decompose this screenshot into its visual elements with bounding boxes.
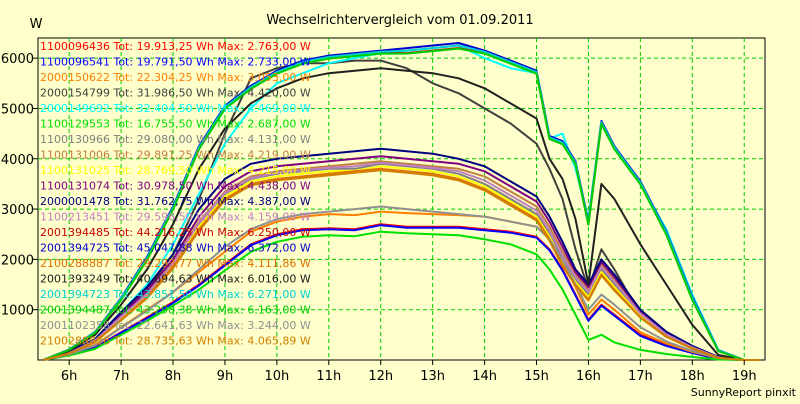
x-tick-label: 16h bbox=[576, 369, 601, 384]
legend-entry: 2000149692 Tot: 32.404,50 Wh Max: 4.469,… bbox=[40, 102, 311, 115]
series-layer bbox=[42, 42, 760, 361]
y-tick-label: 1000 bbox=[1, 304, 34, 319]
legend-entry: 1100096541 Tot: 19.791,50 Wh Max: 2.733,… bbox=[40, 56, 311, 69]
x-tick-label: 12h bbox=[368, 369, 393, 384]
y-tick-label: 2000 bbox=[1, 253, 34, 268]
y-tick-label: 3000 bbox=[1, 203, 34, 218]
y-tick-label: 4000 bbox=[1, 153, 34, 168]
y-tick-label: 5000 bbox=[1, 102, 34, 117]
legend-entry: 2001394485 Tot: 44.216,25 Wh Max: 6.250,… bbox=[40, 226, 311, 239]
x-tick-label: 14h bbox=[472, 369, 497, 384]
x-tick-label: 6h bbox=[61, 369, 78, 384]
legend-entry: 2001394725 Tot: 45.047,88 Wh Max: 6.372,… bbox=[40, 242, 311, 255]
x-axis-ticks: 6h 7h 8h 9h 10h 11h 12h 13h 14h 15h 16h 17h 18h 19h bbox=[61, 360, 757, 384]
legend-entry: 2001102358 Tot: 22.641,63 Wh Max: 3.244,… bbox=[40, 319, 311, 332]
series-line bbox=[42, 47, 760, 361]
legend-entry: 2000150622 Tot: 22.304,25 Wh Max: 3.053,… bbox=[40, 71, 311, 84]
legend-entry: 1100131074 Tot: 30.978,50 Wh Max: 4.438,… bbox=[40, 180, 311, 193]
legend-entry: 2001394487 Tot: 43.298,38 Wh Max: 6.163,… bbox=[40, 304, 311, 317]
legend-entry: 1100131025 Tot: 28.769,50 Wh Max: 4.215,… bbox=[40, 164, 311, 177]
credit-text: SunnyReport pinxit bbox=[691, 386, 797, 399]
x-tick-label: 9h bbox=[217, 369, 234, 384]
legend-entry: 2001393249 Tot: 40.694,63 Wh Max: 6.016,… bbox=[40, 273, 311, 286]
legend-entry: 2000154799 Tot: 31.986,50 Wh Max: 4.420,… bbox=[40, 87, 311, 100]
legend-entry: 1100096436 Tot: 19.913,25 Wh Max: 2.763,… bbox=[40, 40, 311, 53]
legend-entry: 1100129553 Tot: 16.755,50 Wh Max: 2.687,… bbox=[40, 118, 311, 131]
plot-frame bbox=[37, 37, 766, 361]
legend-entry: 1100130966 Tot: 29.080,00 Wh Max: 4.131,… bbox=[40, 133, 311, 146]
legend: 1100096436 Tot: 19.913,25 Wh Max: 2.763,… bbox=[40, 40, 311, 348]
x-tick-label: 18h bbox=[680, 369, 705, 384]
x-tick-label: 7h bbox=[113, 369, 130, 384]
legend-entry: 2001394723 Tot: 43.851,50 Wh Max: 6.271,… bbox=[40, 288, 311, 301]
y-axis-ticks: 1000 2000 3000 4000 5000 6000 bbox=[1, 52, 38, 319]
legend-entry: 2100288826 Tot: 28.735,63 Wh Max: 4.065,… bbox=[40, 335, 311, 348]
x-tick-label: 11h bbox=[316, 369, 341, 384]
series-line bbox=[42, 205, 760, 361]
series-line bbox=[42, 169, 760, 361]
chart-title: Wechselrichtervergleich vom 01.09.2011 bbox=[266, 13, 533, 28]
y-axis-label: W bbox=[30, 17, 43, 32]
series-line bbox=[43, 230, 760, 361]
x-tick-label: 17h bbox=[628, 369, 653, 384]
x-tick-label: 15h bbox=[524, 369, 549, 384]
x-tick-label: 13h bbox=[420, 369, 445, 384]
legend-entry: 1100213451 Tot: 29.596,50 Wh Max: 4.159,… bbox=[40, 211, 311, 224]
x-tick-label: 8h bbox=[165, 369, 182, 384]
legend-entry: 1100131006 Tot: 29.891,25 Wh Max: 4.219,… bbox=[40, 149, 311, 162]
x-tick-label: 19h bbox=[732, 369, 757, 384]
series-line bbox=[42, 161, 760, 361]
legend-entry: 2100288887 Tot: 29.293,77 Wh Max: 4.111,… bbox=[40, 257, 311, 270]
y-tick-label: 6000 bbox=[1, 52, 34, 67]
series-line bbox=[42, 67, 760, 361]
legend-entry: 2000001478 Tot: 31.762,75 Wh Max: 4.387,… bbox=[40, 195, 311, 208]
grid bbox=[38, 38, 765, 360]
series-line bbox=[42, 147, 760, 361]
series-line bbox=[43, 224, 760, 361]
x-tick-label: 10h bbox=[264, 369, 289, 384]
